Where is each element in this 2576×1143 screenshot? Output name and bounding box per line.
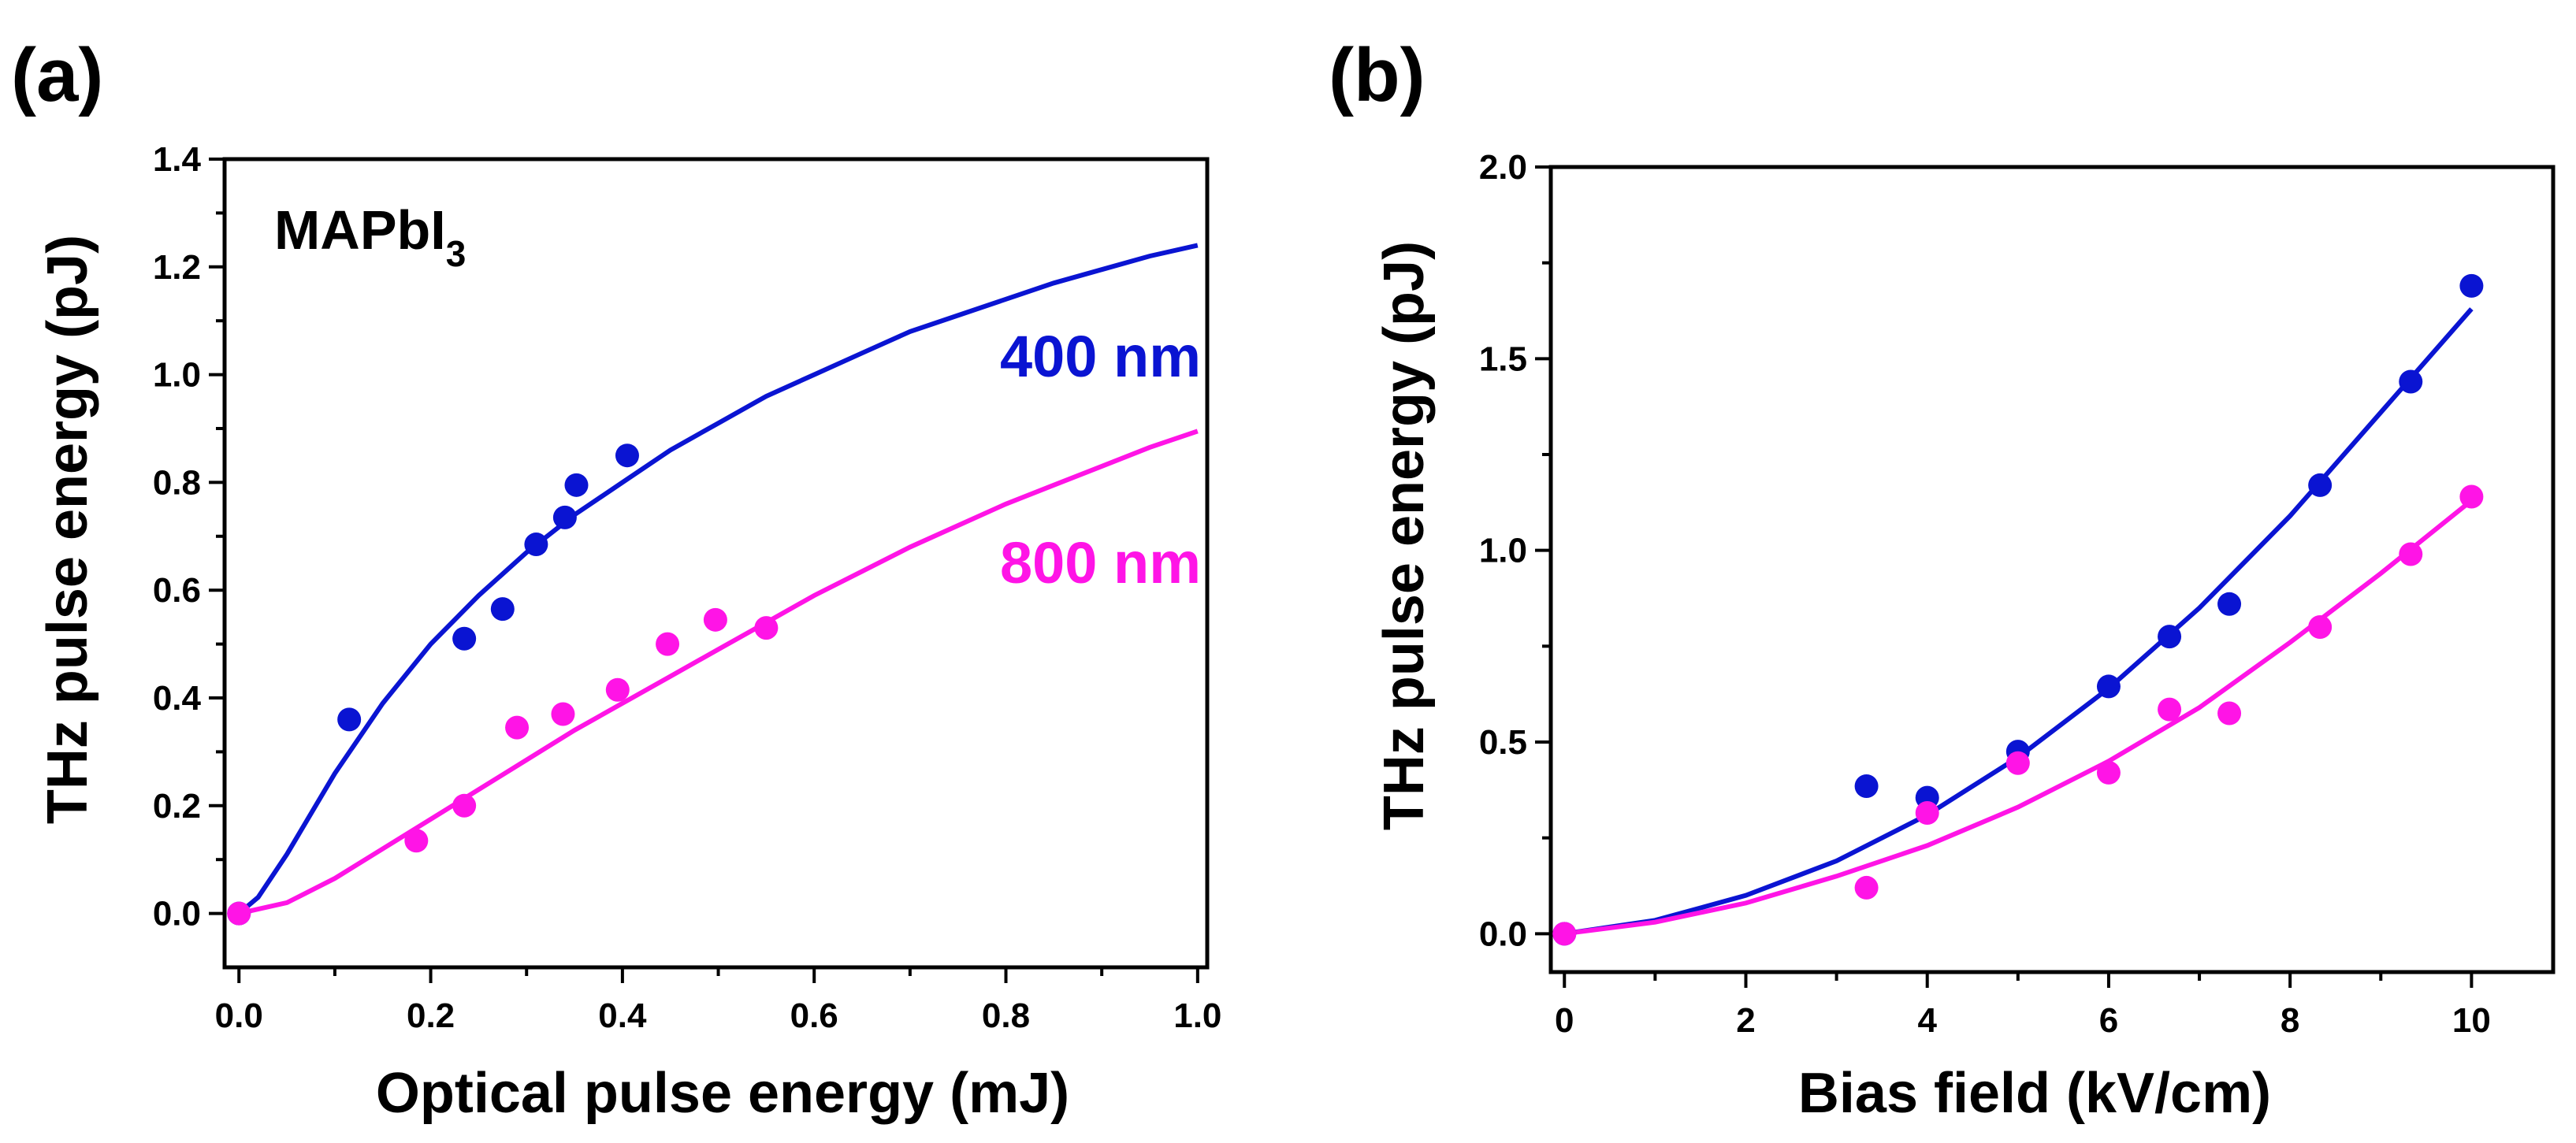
panel-b-y-tick-label: 0.5 — [1479, 723, 1527, 762]
panel-a-y-tick-label: 1.4 — [153, 140, 202, 179]
panel-a-y-tick-label: 1.0 — [153, 356, 201, 395]
panel-b-point-400-nm — [2308, 473, 2333, 497]
sample-formula-subscript: 3 — [446, 233, 467, 274]
panel-b-point-400-nm — [2217, 592, 2242, 616]
panel-a-point-400-nm — [564, 473, 589, 497]
panel-a-point-800-nm — [404, 829, 429, 853]
panel-a-y-axis-title: THz pulse energy (pJ) — [36, 235, 99, 824]
panel-a-y-tick-label: 0.2 — [153, 787, 201, 826]
label-400-nm: 400 nm — [1000, 324, 1201, 389]
panel-a-y-tick-label: 0.8 — [153, 463, 201, 502]
panel-b-x-tick-label: 2 — [1736, 1001, 1755, 1040]
panel-a-point-800-nm — [605, 677, 630, 702]
panel-b-point-800-nm — [2308, 615, 2333, 639]
panel-b-letter: (b) — [1329, 33, 1426, 117]
panel-a-point-800-nm — [656, 632, 680, 656]
panel-a-y-tick-label: 1.2 — [153, 248, 201, 287]
panel-a-sample-label: MAPbI3 — [274, 199, 466, 274]
label-800-nm: 800 nm — [1000, 530, 1201, 596]
panel-a-letter: (a) — [11, 33, 103, 117]
panel-a-point-400-nm — [337, 707, 362, 732]
panel-a-y-tick-label: 0.0 — [153, 895, 201, 933]
panel-b-x-tick-label: 6 — [2099, 1001, 2118, 1040]
panel-a-fit-line-400-nm — [237, 243, 1199, 915]
panel-b-y-tick-label: 1.0 — [1479, 532, 1527, 570]
panel-a-point-800-nm — [505, 715, 530, 740]
panel-b-point-800-nm — [2459, 484, 2484, 509]
panel-a-point-400-nm — [552, 505, 577, 529]
panel-a-point-400-nm — [524, 533, 548, 557]
panel-a-x-tick-label: 0.0 — [215, 996, 263, 1035]
panel-b-point-800-nm — [2217, 701, 2242, 726]
panel-a-point-400-nm — [452, 626, 477, 651]
panel-b-point-800-nm — [1854, 875, 1879, 900]
panel-b-point-800-nm — [2096, 760, 2121, 785]
panel-b-x-tick-label: 10 — [2452, 1001, 2491, 1040]
panel-b-y-tick-label: 1.5 — [1479, 340, 1527, 378]
panel-a-point-800-nm — [227, 901, 251, 926]
panel-a-x-axis-title: Optical pulse energy (mJ) — [376, 1062, 1069, 1125]
panel-a-x-tick-label: 0.6 — [790, 996, 838, 1035]
panel-b-point-800-nm — [2399, 542, 2423, 566]
panel-b-x-axis-title: Bias field (kV/cm) — [1798, 1062, 2271, 1125]
panel-a-point-800-nm — [551, 702, 575, 726]
panel-b-point-400-nm — [2158, 625, 2182, 649]
panel-b-y-tick-label: 2.0 — [1479, 148, 1527, 187]
panel-b-y-axis-title: THz pulse energy (pJ) — [1373, 241, 1436, 830]
panel-b-point-400-nm — [2399, 369, 2423, 394]
panel-a-y-tick-label: 0.4 — [153, 679, 202, 718]
panel-b-point-800-nm — [1915, 801, 1939, 826]
panel-a-chart: (a) THz pulse energy (pJ) Optical pulse … — [11, 33, 1221, 1125]
panel-b-point-400-nm — [2096, 674, 2121, 699]
panel-a-y-tick-label: 0.6 — [153, 571, 201, 610]
panel-b-y-tick-label: 0.0 — [1479, 915, 1527, 953]
panel-b-point-400-nm — [1854, 774, 1879, 798]
panel-b-fit-line-800-nm — [1563, 499, 2474, 937]
panel-b-point-800-nm — [2158, 697, 2182, 722]
panel-a-plot-frame — [222, 157, 1210, 970]
panel-b-x-tick-label: 8 — [2280, 1001, 2299, 1040]
panel-a-point-400-nm — [615, 443, 639, 468]
panel-b-plot-frame — [1548, 165, 2556, 974]
panel-b-fit-line-400-nm — [1563, 307, 2474, 937]
panel-a-x-tick-label: 0.4 — [598, 996, 647, 1035]
panel-a-point-800-nm — [754, 616, 779, 640]
sample-formula: MAPbI — [274, 199, 446, 261]
panel-a-x-tick-label: 1.0 — [1173, 996, 1221, 1035]
panel-a-x-tick-label: 0.8 — [982, 996, 1030, 1035]
panel-b-point-400-nm — [2459, 273, 2484, 298]
panel-a-point-400-nm — [490, 597, 515, 622]
panel-b-point-800-nm — [1552, 922, 1577, 946]
panel-b-chart: (b) THz pulse energy (pJ) Bias field (kV… — [1329, 33, 2556, 1125]
panel-a-x-tick-label: 0.2 — [407, 996, 455, 1035]
panel-a-point-800-nm — [703, 607, 727, 632]
panel-a-point-800-nm — [452, 793, 477, 818]
panel-b-x-tick-label: 4 — [1917, 1001, 1937, 1040]
panel-b-x-tick-label: 0 — [1555, 1001, 1574, 1040]
panel-b-point-800-nm — [2005, 751, 2030, 775]
panel-a-fit-line-800-nm — [238, 429, 1199, 916]
